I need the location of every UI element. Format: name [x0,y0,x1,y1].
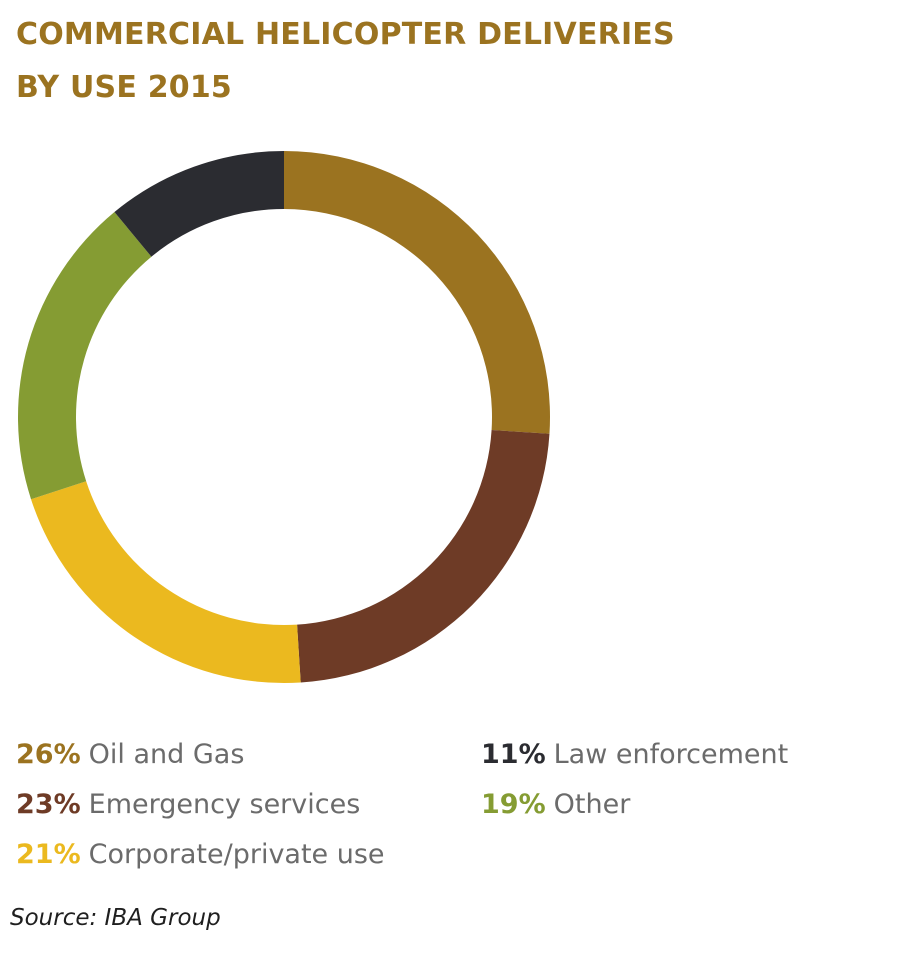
legend-value: 21% [16,839,81,870]
source-note: Source: IBA Group [10,905,221,931]
chart-title-line-2: BY USE 2015 [16,70,232,105]
legend-label: Other [553,789,631,820]
legend-value: 26% [16,739,81,770]
donut-slice-corporate-private-use [31,481,301,683]
legend-item-emergency-services: 23% Emergency services [16,787,360,823]
legend-item-corporate-private-use: 21% Corporate/private use [16,837,385,873]
chart-title: COMMERCIAL HELICOPTER DELIVERIES BY USE … [16,8,675,114]
legend-label: Oil and Gas [88,739,245,770]
donut-chart [17,151,550,683]
legend-label: Law enforcement [553,739,789,770]
legend-item-law-enforcement: 11% Law enforcement [481,737,788,773]
legend-value: 11% [481,739,546,770]
donut-slice-oil-and-gas [284,151,550,434]
donut-slice-emergency-services [297,430,550,683]
legend-item-other: 19% Other [481,787,630,823]
chart-title-line-1: COMMERCIAL HELICOPTER DELIVERIES [16,17,675,52]
legend-label: Emergency services [88,789,361,820]
legend-item-oil-and-gas: 26% Oil and Gas [16,737,244,773]
donut-slice-law-enforcement [114,151,284,257]
legend-value: 23% [16,789,81,820]
legend-label: Corporate/private use [88,839,385,870]
donut-slice-other [17,212,152,500]
legend-value: 19% [481,789,546,820]
